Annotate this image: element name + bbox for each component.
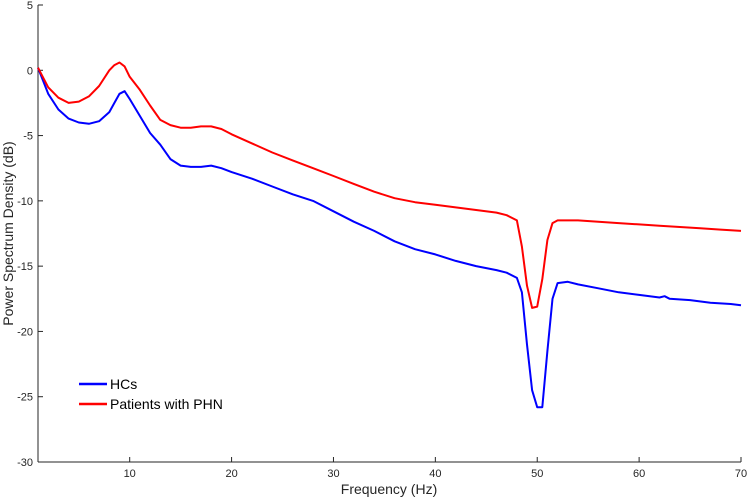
x-tick-label: 50 bbox=[531, 468, 543, 480]
y-ticks: 5 0 -5 -10 -15 -20 -25 -30 bbox=[17, 0, 43, 469]
x-tick-label: 70 bbox=[735, 468, 747, 480]
y-tick-label: 5 bbox=[27, 0, 33, 12]
y-tick-label: -20 bbox=[17, 326, 33, 338]
series-lines bbox=[37, 61, 742, 409]
y-tick-label: -15 bbox=[17, 261, 33, 273]
plot-area bbox=[37, 5, 741, 463]
legend-label-phn: Patients with PHN bbox=[110, 396, 223, 412]
x-axis-title: Frequency (Hz) bbox=[341, 481, 437, 497]
series-line-hcs bbox=[37, 67, 742, 409]
y-tick-label: -25 bbox=[17, 392, 33, 404]
legend: HCs Patients with PHN bbox=[79, 376, 223, 412]
x-tick-label: 30 bbox=[327, 468, 339, 480]
y-tick-label: -5 bbox=[23, 131, 33, 143]
x-ticks: 10 20 30 40 50 60 70 bbox=[124, 457, 747, 480]
series-line-phn bbox=[37, 61, 742, 309]
legend-label-hcs: HCs bbox=[110, 376, 137, 392]
y-tick-label: -30 bbox=[17, 457, 33, 469]
y-tick-label: 0 bbox=[27, 65, 33, 77]
y-tick-label: -10 bbox=[17, 196, 33, 208]
x-tick-label: 40 bbox=[429, 468, 441, 480]
x-tick-label: 20 bbox=[225, 468, 237, 480]
y-axis-title: Power Spectrum Density (dB) bbox=[0, 141, 16, 325]
x-tick-label: 60 bbox=[633, 468, 645, 480]
x-tick-label: 10 bbox=[124, 468, 136, 480]
